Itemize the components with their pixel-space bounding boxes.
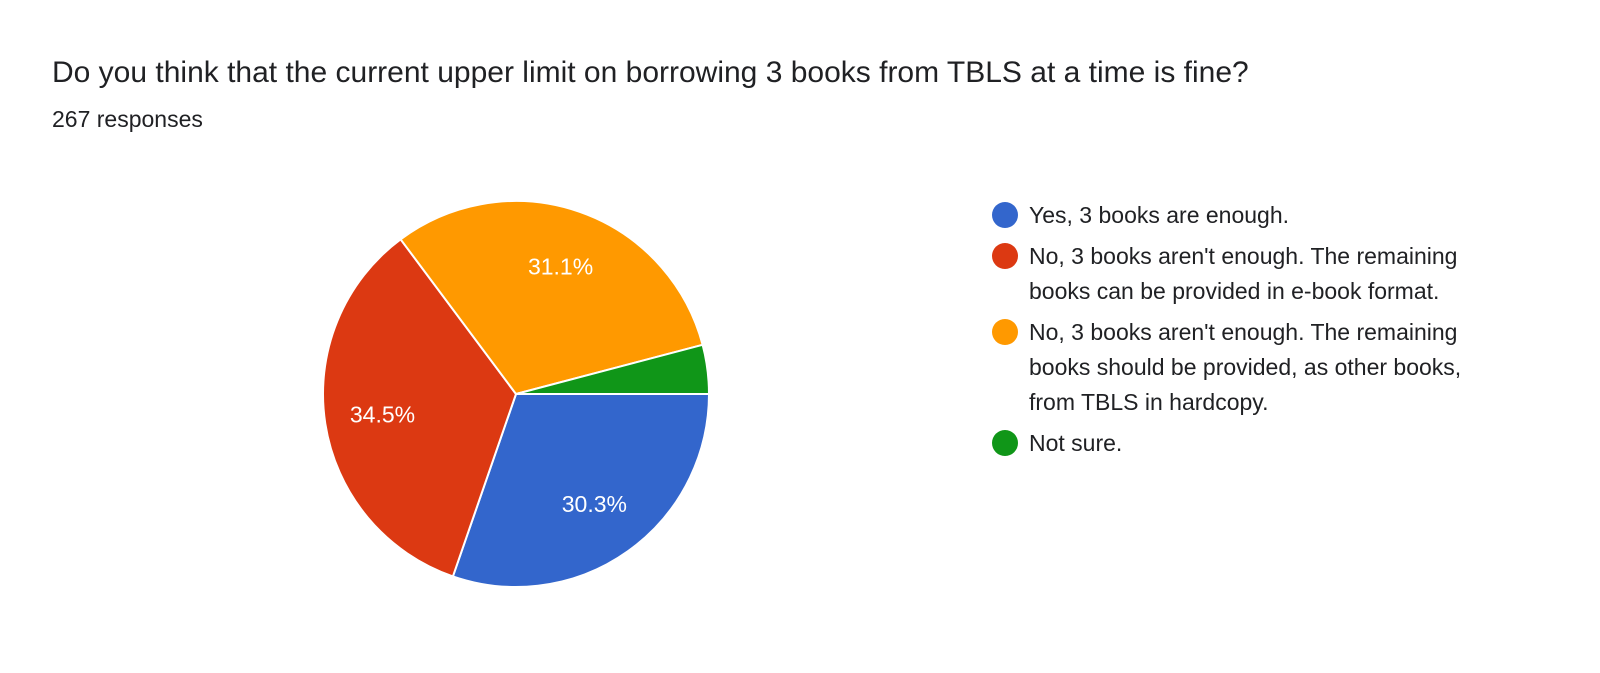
response-count: 267 responses bbox=[52, 106, 203, 132]
pie-slice[interactable] bbox=[451, 393, 711, 588]
legend: Yes, 3 books are enough. No, 3 books are… bbox=[992, 198, 1492, 467]
legend-swatch bbox=[992, 319, 1018, 345]
slice-label: 30.3% bbox=[562, 491, 627, 517]
legend-item[interactable]: No, 3 books aren't enough. The remaining… bbox=[992, 239, 1492, 309]
legend-item[interactable]: Yes, 3 books are enough. bbox=[992, 198, 1492, 233]
legend-swatch bbox=[992, 202, 1018, 228]
legend-label: No, 3 books aren't enough. The remaining… bbox=[1029, 319, 1462, 415]
legend-label: No, 3 books aren't enough. The remaining… bbox=[1029, 243, 1458, 304]
legend-swatch bbox=[992, 430, 1018, 456]
slice-label: 31.1% bbox=[528, 253, 593, 279]
pie-slice[interactable] bbox=[515, 343, 711, 395]
legend-label: Not sure. bbox=[1029, 430, 1123, 456]
legend-swatch bbox=[992, 243, 1018, 269]
pie-slice[interactable] bbox=[399, 200, 704, 396]
pie-slice[interactable] bbox=[322, 237, 518, 578]
slice-label: 34.5% bbox=[350, 402, 415, 428]
legend-label: Yes, 3 books are enough. bbox=[1029, 202, 1290, 228]
chart-title: Do you think that the current upper limi… bbox=[52, 56, 1249, 89]
legend-item[interactable]: Not sure. bbox=[992, 426, 1492, 461]
pie-chart: 30.3% 34.5% 31.1% bbox=[322, 200, 711, 588]
legend-item[interactable]: No, 3 books aren't enough. The remaining… bbox=[992, 315, 1492, 420]
